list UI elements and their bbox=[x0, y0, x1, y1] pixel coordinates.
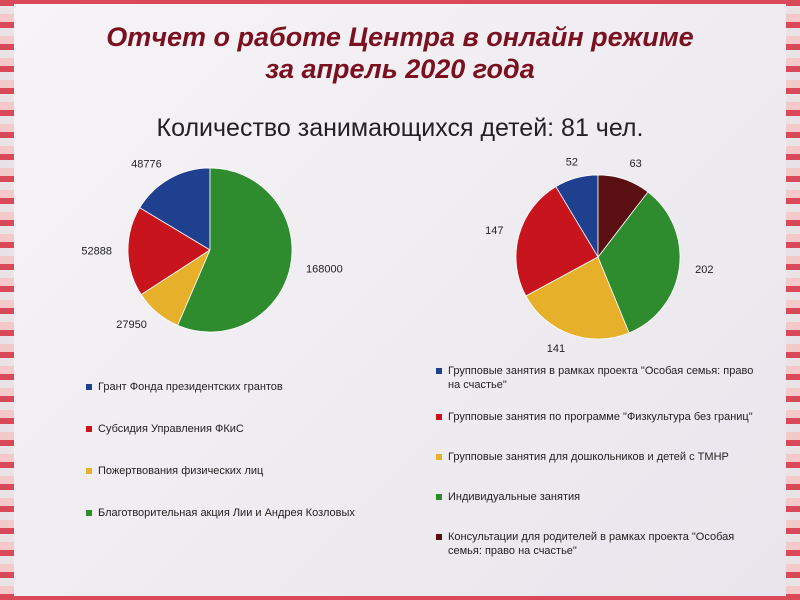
data-label: 141 bbox=[547, 343, 565, 355]
data-label: 27950 bbox=[116, 319, 147, 331]
legend-label: Субсидия Управления ФКиС bbox=[98, 423, 244, 435]
legend-label: Групповые занятия по программе "Физкульт… bbox=[448, 411, 753, 423]
title-line: за апрель 2020 года bbox=[265, 54, 535, 84]
legend-swatch bbox=[436, 494, 442, 500]
legend-item: Пожертвования физических лиц bbox=[86, 464, 406, 506]
data-label: 52 bbox=[566, 156, 578, 168]
data-label: 147 bbox=[485, 225, 503, 237]
legend-label: Групповые занятия в рамках проекта "Особ… bbox=[448, 365, 754, 391]
legend-swatch bbox=[436, 534, 442, 540]
data-label: 63 bbox=[629, 158, 641, 170]
legend-item: Грант Фонда президентских грантов bbox=[86, 380, 406, 422]
pie-slice bbox=[127, 207, 211, 296]
data-label: 202 bbox=[695, 264, 713, 276]
pie-slice bbox=[525, 256, 630, 340]
legend-item: Групповые занятия в рамках проекта "Особ… bbox=[436, 364, 766, 392]
pie-slice bbox=[177, 167, 293, 333]
legend-item: Субсидия Управления ФКиС bbox=[86, 422, 406, 464]
subtitle: Количество занимающихся детей: 81 чел. bbox=[156, 114, 644, 142]
pie-slice bbox=[515, 186, 599, 297]
legend-label: Индивидуальные занятия bbox=[448, 491, 581, 503]
pie-slice bbox=[597, 174, 649, 259]
legend-label: Пожертвования физических лиц bbox=[98, 465, 264, 477]
legend-item: Групповые занятия по программе "Физкульт… bbox=[436, 410, 766, 432]
legend-label: Консультации для родителей в рамках прое… bbox=[448, 531, 735, 557]
legend-swatch bbox=[86, 510, 92, 516]
legend-label: Грант Фонда президентских грантов bbox=[98, 381, 283, 393]
data-label: 168000 bbox=[306, 264, 343, 276]
legend-label: Групповые занятия для дошкольников и дет… bbox=[448, 451, 729, 463]
legend: Грант Фонда президентских грантов Субсиди… bbox=[86, 380, 406, 548]
pie-slice bbox=[139, 167, 211, 251]
data-label: 48776 bbox=[131, 159, 162, 171]
legend-swatch bbox=[86, 426, 92, 432]
legend: Групповые занятия в рамках проекта "Особ… bbox=[436, 364, 766, 576]
title-line: Отчет о работе Центра в онлайн режиме bbox=[106, 22, 694, 52]
legend-item: Групповые занятия для дошкольников и дет… bbox=[436, 450, 766, 472]
legend-item: Индивидуальные занятия bbox=[436, 490, 766, 512]
legend-item: Благотворительная акция Лии и Андрея Коз… bbox=[86, 506, 406, 548]
legend-swatch bbox=[436, 454, 442, 460]
data-label: 52888 bbox=[81, 246, 112, 258]
legend-swatch bbox=[436, 414, 442, 420]
legend-swatch bbox=[436, 368, 442, 374]
legend-label: Благотворительная акция Лии и Андрея Коз… bbox=[98, 507, 355, 519]
pie-slice bbox=[597, 191, 681, 334]
legend-swatch bbox=[86, 468, 92, 474]
legend-item: Консультации для родителей в рамках прое… bbox=[436, 530, 766, 558]
legend-swatch bbox=[86, 384, 92, 390]
